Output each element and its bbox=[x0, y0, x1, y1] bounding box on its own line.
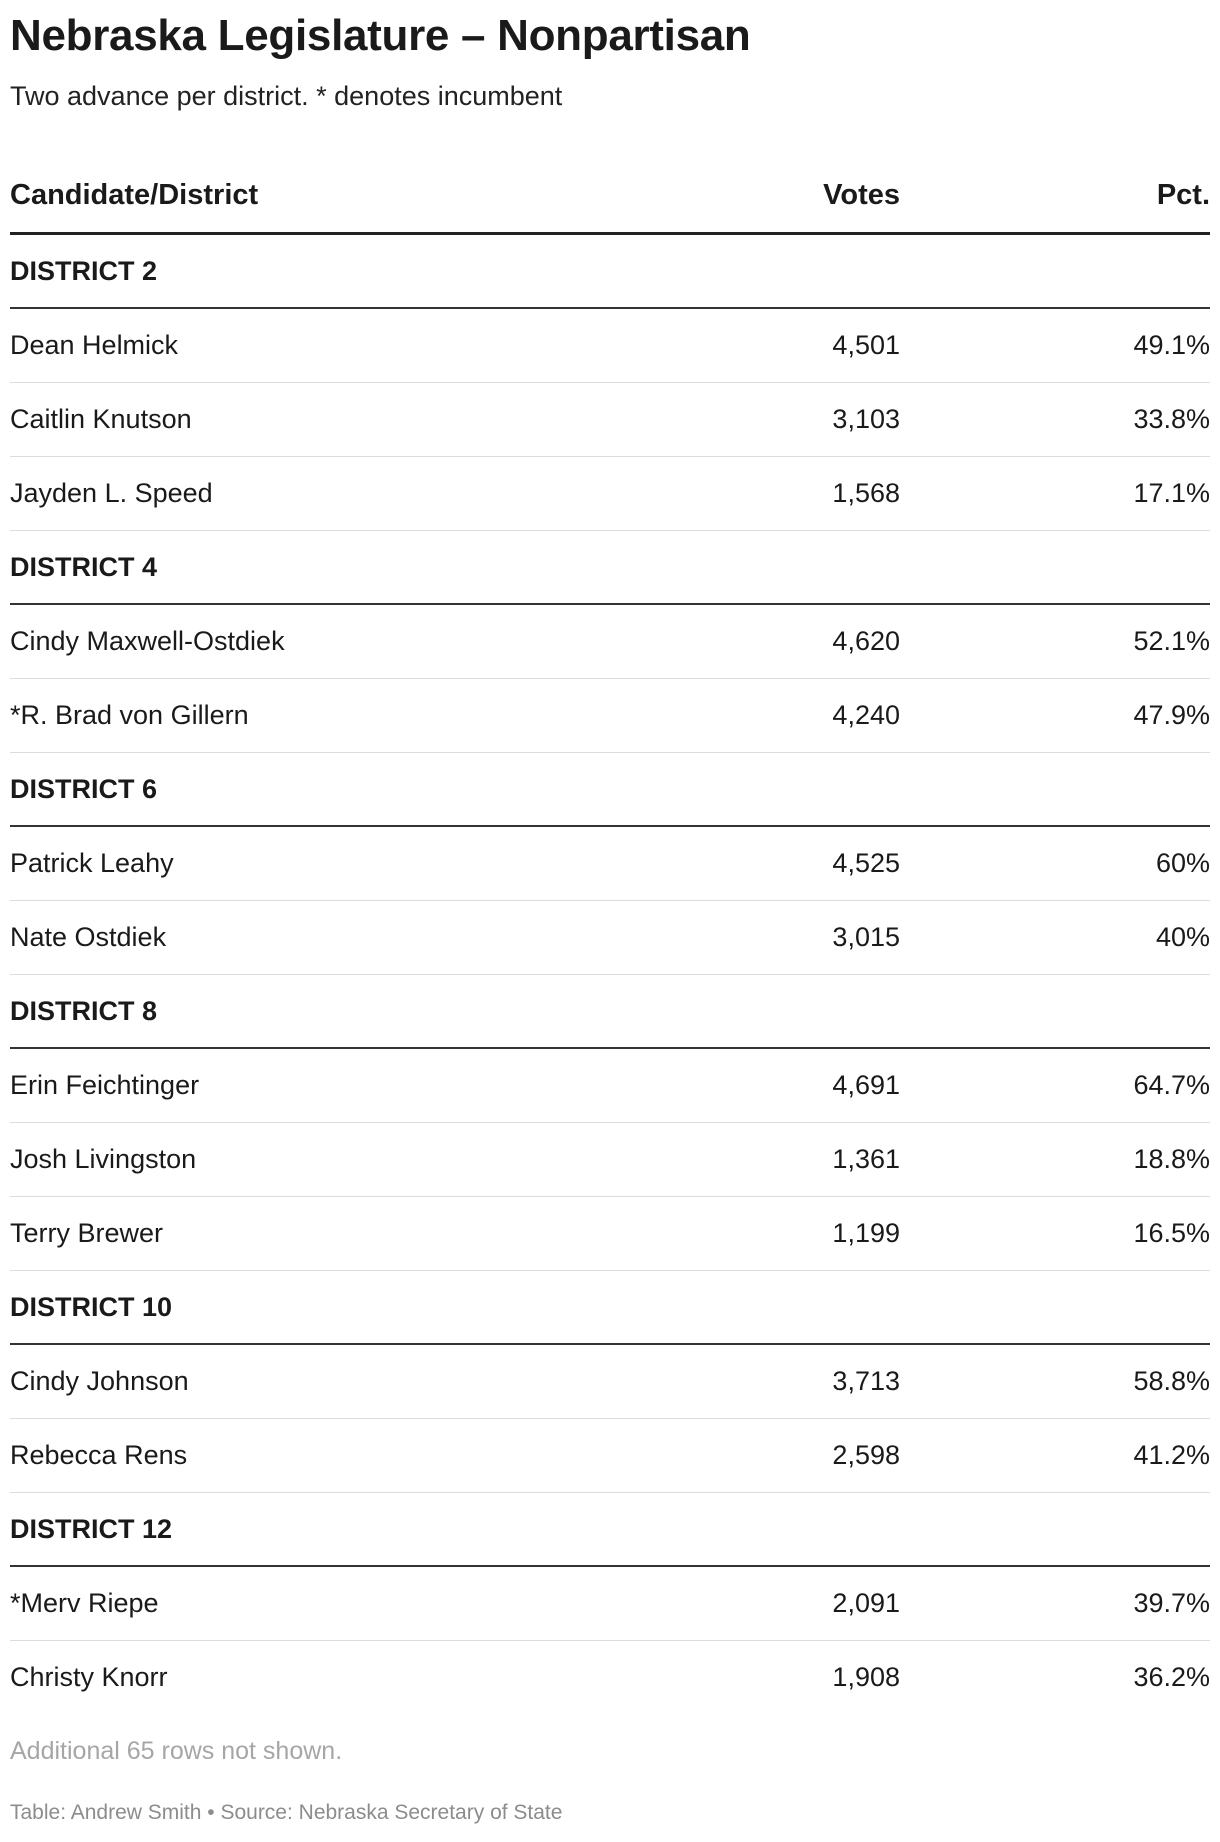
candidate-pct: 16.5% bbox=[900, 1196, 1210, 1271]
table-row: Patrick Leahy 4,525 60% bbox=[10, 826, 1210, 901]
results-table: Candidate/District Votes Pct. DISTRICT 2… bbox=[10, 158, 1210, 1714]
district-label: DISTRICT 6 bbox=[10, 752, 1210, 827]
table-header-row: Candidate/District Votes Pct. bbox=[10, 158, 1210, 235]
district-header-row: DISTRICT 12 bbox=[10, 1492, 1210, 1567]
table-row: *R. Brad von Gillern 4,240 47.9% bbox=[10, 678, 1210, 753]
candidate-votes: 4,620 bbox=[710, 604, 900, 679]
candidate-votes: 4,525 bbox=[710, 826, 900, 901]
candidate-name: Cindy Johnson bbox=[10, 1344, 710, 1419]
candidate-pct: 49.1% bbox=[900, 308, 1210, 383]
candidate-name: Rebecca Rens bbox=[10, 1418, 710, 1493]
candidate-pct: 40% bbox=[900, 900, 1210, 975]
candidate-pct: 33.8% bbox=[900, 382, 1210, 457]
candidate-votes: 4,691 bbox=[710, 1048, 900, 1123]
table-row: Rebecca Rens 2,598 41.2% bbox=[10, 1418, 1210, 1493]
candidate-votes: 3,713 bbox=[710, 1344, 900, 1419]
candidate-name: *Merv Riepe bbox=[10, 1566, 710, 1641]
candidate-votes: 1,908 bbox=[832, 1662, 900, 1692]
candidate-pct: 52.1% bbox=[900, 604, 1210, 679]
candidate-votes: 1,361 bbox=[710, 1122, 900, 1197]
candidate-name: Josh Livingston bbox=[10, 1122, 710, 1197]
district-header-row: DISTRICT 4 bbox=[10, 530, 1210, 605]
header-pct: Pct. bbox=[900, 158, 1210, 235]
candidate-pct: 64.7% bbox=[900, 1048, 1210, 1123]
candidate-name: Jayden L. Speed bbox=[10, 456, 710, 531]
table-row: Josh Livingston 1,361 18.8% bbox=[10, 1122, 1210, 1197]
district-label: DISTRICT 2 bbox=[10, 233, 1210, 309]
candidate-name: Cindy Maxwell-Ostdiek bbox=[10, 604, 710, 679]
candidate-votes: 2,598 bbox=[710, 1418, 900, 1493]
district-header-row: DISTRICT 10 bbox=[10, 1270, 1210, 1345]
rows-not-shown-note: Additional 65 rows not shown. bbox=[10, 1737, 343, 1765]
table-row: Christy Knorr 1,908 36.2% bbox=[10, 1641, 1210, 1715]
candidate-pct: 60% bbox=[900, 826, 1210, 901]
table-row: Cindy Maxwell-Ostdiek 4,620 52.1% bbox=[10, 604, 1210, 679]
table-row: Erin Feichtinger 4,691 64.7% bbox=[10, 1048, 1210, 1123]
candidate-name: *R. Brad von Gillern bbox=[10, 678, 710, 753]
candidate-name: Dean Helmick bbox=[10, 308, 710, 383]
district-header-row: DISTRICT 2 bbox=[10, 233, 1210, 309]
candidate-name: Caitlin Knutson bbox=[10, 382, 710, 457]
candidate-votes: 4,501 bbox=[710, 308, 900, 383]
candidate-pct: 39.7% bbox=[900, 1566, 1210, 1641]
header-votes: Votes bbox=[710, 158, 900, 235]
candidate-votes: 3,103 bbox=[710, 382, 900, 457]
district-label: DISTRICT 12 bbox=[10, 1492, 1210, 1567]
table-row: Dean Helmick 4,501 49.1% bbox=[10, 308, 1210, 383]
table-row: *Merv Riepe 2,091 39.7% bbox=[10, 1566, 1210, 1641]
candidate-name: Christy Knorr bbox=[10, 1662, 168, 1692]
candidate-pct: 58.8% bbox=[900, 1344, 1210, 1419]
candidate-votes: 4,240 bbox=[710, 678, 900, 753]
candidate-votes: 1,568 bbox=[710, 456, 900, 531]
candidate-name: Erin Feichtinger bbox=[10, 1048, 710, 1123]
candidate-pct: 36.2% bbox=[1133, 1662, 1210, 1692]
candidate-name: Terry Brewer bbox=[10, 1196, 710, 1271]
source-credit: Table: Andrew Smith • Source: Nebraska S… bbox=[10, 1801, 563, 1824]
candidate-name: Patrick Leahy bbox=[10, 826, 710, 901]
candidate-pct: 18.8% bbox=[900, 1122, 1210, 1197]
district-header-row: DISTRICT 8 bbox=[10, 974, 1210, 1049]
table-body: DISTRICT 2 Dean Helmick 4,501 49.1% Caitlin … bbox=[10, 233, 1210, 1715]
candidate-pct: 17.1% bbox=[900, 456, 1210, 531]
header-candidate-district: Candidate/District bbox=[10, 158, 710, 235]
candidate-votes: 2,091 bbox=[710, 1566, 900, 1641]
candidate-name: Nate Ostdiek bbox=[10, 900, 710, 975]
district-label: DISTRICT 8 bbox=[10, 974, 1210, 1049]
table-row: Terry Brewer 1,199 16.5% bbox=[10, 1196, 1210, 1271]
candidate-votes: 3,015 bbox=[710, 900, 900, 975]
table-row: Nate Ostdiek 3,015 40% bbox=[10, 900, 1210, 975]
table-row: Caitlin Knutson 3,103 33.8% bbox=[10, 382, 1210, 457]
candidate-votes: 1,199 bbox=[710, 1196, 900, 1271]
district-header-row: DISTRICT 6 bbox=[10, 752, 1210, 827]
table-row: Cindy Johnson 3,713 58.8% bbox=[10, 1344, 1210, 1419]
district-label: DISTRICT 10 bbox=[10, 1270, 1210, 1345]
page-title: Nebraska Legislature – Nonpartisan bbox=[10, 11, 751, 60]
table-row: Jayden L. Speed 1,568 17.1% bbox=[10, 456, 1210, 531]
district-label: DISTRICT 4 bbox=[10, 530, 1210, 605]
candidate-pct: 41.2% bbox=[900, 1418, 1210, 1493]
candidate-pct: 47.9% bbox=[900, 678, 1210, 753]
page-subtitle: Two advance per district. * denotes incu… bbox=[10, 81, 563, 111]
